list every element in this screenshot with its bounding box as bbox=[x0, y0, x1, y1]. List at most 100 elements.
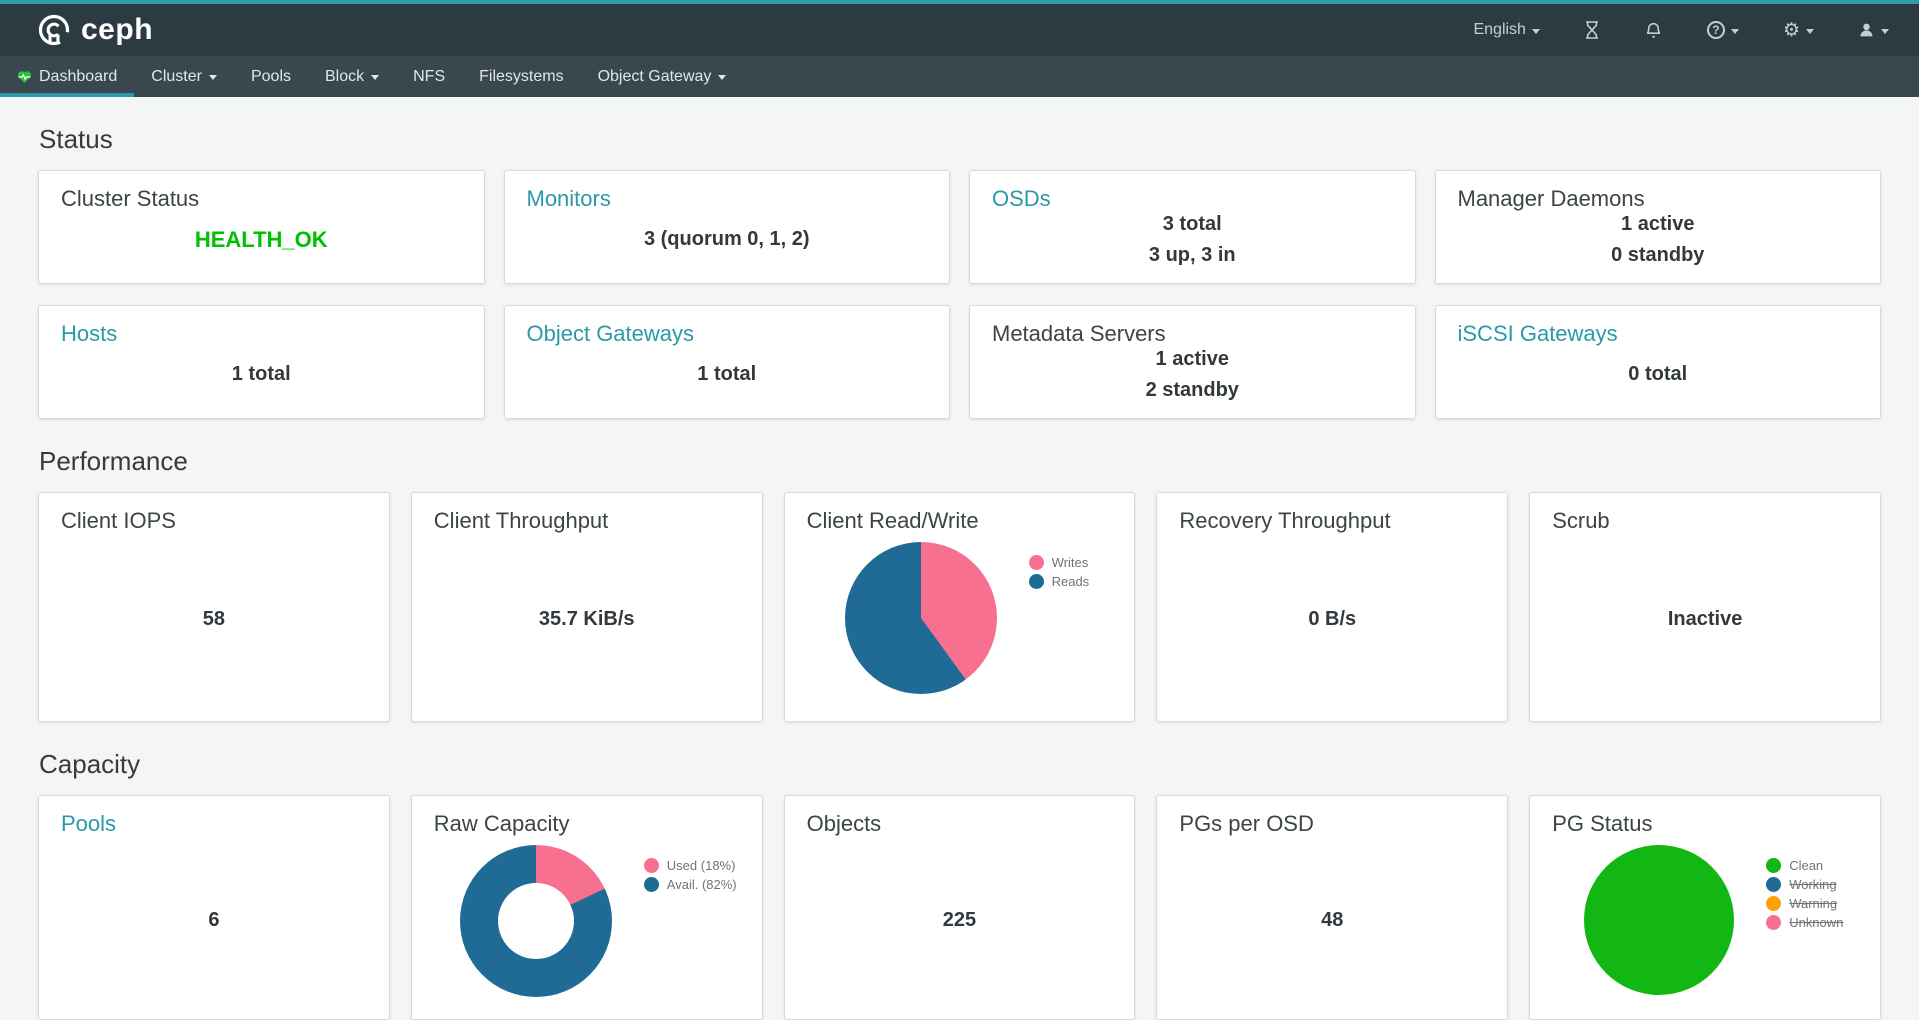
iscsi-gateways-link[interactable]: iSCSI Gateways bbox=[1457, 321, 1618, 346]
chevron-down-icon bbox=[1730, 28, 1739, 34]
client-read-write-pie-chart bbox=[844, 542, 997, 695]
chart-legend: Writes Reads bbox=[1028, 555, 1090, 590]
nav-label: Cluster bbox=[151, 67, 202, 85]
hosts-link[interactable]: Hosts bbox=[61, 321, 118, 346]
nav-item-object-gateway[interactable]: Object Gateway bbox=[581, 56, 744, 97]
card-manager-daemons: Manager Daemons 1 active 0 standby bbox=[1434, 170, 1881, 284]
card-title: Manager Daemons bbox=[1457, 186, 1645, 211]
legend-dot bbox=[643, 858, 659, 874]
chevron-down-icon bbox=[1531, 28, 1540, 34]
user-dropdown[interactable] bbox=[1858, 21, 1889, 39]
language-dropdown[interactable]: English bbox=[1473, 21, 1540, 39]
card-object-gateways: Object Gateways 1 total bbox=[503, 305, 950, 419]
legend-label: Used (18%) bbox=[666, 858, 736, 874]
legend-item-used[interactable]: Used (18%) bbox=[643, 858, 737, 874]
notifications-button[interactable] bbox=[1644, 20, 1663, 40]
legend-dot bbox=[1028, 555, 1044, 571]
chevron-down-icon bbox=[371, 75, 380, 80]
card-title: Recovery Throughput bbox=[1179, 508, 1391, 533]
nav-item-nfs[interactable]: NFS bbox=[396, 56, 462, 97]
legend-item-writes[interactable]: Writes bbox=[1028, 555, 1090, 571]
capacity-section-heading: Capacity bbox=[39, 749, 141, 779]
legend-label: Unknown bbox=[1789, 915, 1844, 931]
legend-label: Reads bbox=[1051, 574, 1090, 590]
legend-dot bbox=[1766, 915, 1782, 931]
legend-item-warning[interactable]: Warning bbox=[1766, 896, 1843, 912]
card-title: Scrub bbox=[1552, 508, 1610, 533]
legend-dot bbox=[1028, 574, 1044, 590]
chevron-down-icon bbox=[1806, 28, 1814, 34]
nav-item-filesystems[interactable]: Filesystems bbox=[462, 56, 580, 97]
card-pgs-per-osd: PGs per OSD 48 bbox=[1156, 795, 1509, 1020]
settings-dropdown[interactable]: ⚙ bbox=[1783, 21, 1814, 40]
performance-section-heading: Performance bbox=[39, 446, 188, 476]
performance-grid: Client IOPS 58 Client Throughput 35.7 Ki… bbox=[38, 492, 1881, 722]
card-hosts: Hosts 1 total bbox=[38, 305, 485, 419]
object-gateways-value: 1 total bbox=[697, 363, 757, 386]
legend-dot bbox=[1766, 858, 1782, 874]
card-title: PGs per OSD bbox=[1179, 811, 1314, 836]
card-client-throughput: Client Throughput 35.7 KiB/s bbox=[410, 492, 763, 722]
card-title: Cluster Status bbox=[61, 186, 200, 211]
chevron-down-icon bbox=[1881, 28, 1889, 34]
language-label: English bbox=[1473, 21, 1526, 38]
app-header: ceph English ? ⚙ bbox=[0, 4, 1919, 56]
user-icon bbox=[1858, 21, 1875, 39]
legend-dot bbox=[1766, 896, 1782, 912]
nav-label: NFS bbox=[413, 67, 446, 85]
legend-label: Writes bbox=[1051, 555, 1089, 571]
card-metadata-servers: Metadata Servers 1 active 2 standby bbox=[969, 305, 1416, 419]
card-title: Raw Capacity bbox=[433, 811, 570, 836]
card-monitors: Monitors 3 (quorum 0, 1, 2) bbox=[503, 170, 950, 284]
legend-label: Working bbox=[1789, 877, 1837, 893]
osds-upin-value: 3 up, 3 in bbox=[1148, 243, 1236, 266]
card-raw-capacity: Raw Capacity Used (18%) Avail. (82%) bbox=[410, 795, 763, 1020]
legend-item-clean[interactable]: Clean bbox=[1766, 858, 1843, 874]
nav-item-dashboard[interactable]: Dashboard bbox=[0, 56, 135, 97]
card-title: Client IOPS bbox=[61, 508, 176, 533]
help-dropdown[interactable]: ? bbox=[1706, 21, 1739, 39]
nav-label: Object Gateway bbox=[597, 67, 712, 85]
card-objects: Objects 225 bbox=[783, 795, 1136, 1020]
client-throughput-value: 35.7 KiB/s bbox=[538, 608, 635, 631]
mgr-active-value: 1 active bbox=[1621, 212, 1695, 235]
tasks-hourglass-button[interactable] bbox=[1584, 20, 1600, 40]
nav-item-pools[interactable]: Pools bbox=[234, 56, 308, 97]
nav-item-block[interactable]: Block bbox=[308, 56, 396, 97]
card-pools: Pools 6 bbox=[38, 795, 390, 1020]
ceph-logo-icon bbox=[36, 12, 72, 48]
legend-dot bbox=[1766, 877, 1782, 893]
nav-label: Dashboard bbox=[39, 67, 118, 85]
client-iops-value: 58 bbox=[202, 608, 226, 631]
nav-item-cluster[interactable]: Cluster bbox=[134, 56, 234, 97]
pg-status-pie-chart bbox=[1584, 845, 1735, 996]
mgr-standby-value: 0 standby bbox=[1611, 243, 1705, 266]
nav-label: Pools bbox=[250, 67, 291, 85]
accent-topline bbox=[0, 0, 1919, 4]
monitors-link[interactable]: Monitors bbox=[526, 186, 611, 211]
brand-text: ceph bbox=[81, 13, 154, 46]
osds-link[interactable]: OSDs bbox=[992, 186, 1051, 211]
chevron-down-icon bbox=[718, 75, 727, 80]
legend-label: Warning bbox=[1789, 896, 1838, 912]
legend-item-avail[interactable]: Avail. (82%) bbox=[643, 877, 737, 893]
iscsi-gateways-value: 0 total bbox=[1628, 363, 1688, 386]
cluster-health-value: HEALTH_OK bbox=[194, 226, 328, 252]
card-title: PG Status bbox=[1552, 811, 1653, 836]
legend-item-working[interactable]: Working bbox=[1766, 877, 1843, 893]
pools-link[interactable]: Pools bbox=[61, 811, 117, 836]
object-gateways-link[interactable]: Object Gateways bbox=[526, 321, 695, 346]
card-iscsi-gateways: iSCSI Gateways 0 total bbox=[1434, 305, 1881, 419]
nav-label: Block bbox=[325, 67, 365, 85]
legend-label: Avail. (82%) bbox=[666, 877, 737, 893]
chevron-down-icon bbox=[208, 75, 217, 80]
legend-item-reads[interactable]: Reads bbox=[1028, 574, 1090, 590]
mds-standby-value: 2 standby bbox=[1145, 378, 1239, 401]
hosts-value: 1 total bbox=[231, 363, 291, 386]
legend-item-unknown[interactable]: Unknown bbox=[1766, 915, 1844, 931]
card-client-read-write: Client Read/Write Writes Reads bbox=[783, 492, 1136, 722]
capacity-grid: Pools 6 Raw Capacity Used (18%) Avail. (… bbox=[38, 795, 1881, 1020]
pools-value: 6 bbox=[208, 908, 220, 931]
card-title: Client Throughput bbox=[433, 508, 609, 533]
ceph-logo[interactable]: ceph bbox=[36, 12, 153, 48]
